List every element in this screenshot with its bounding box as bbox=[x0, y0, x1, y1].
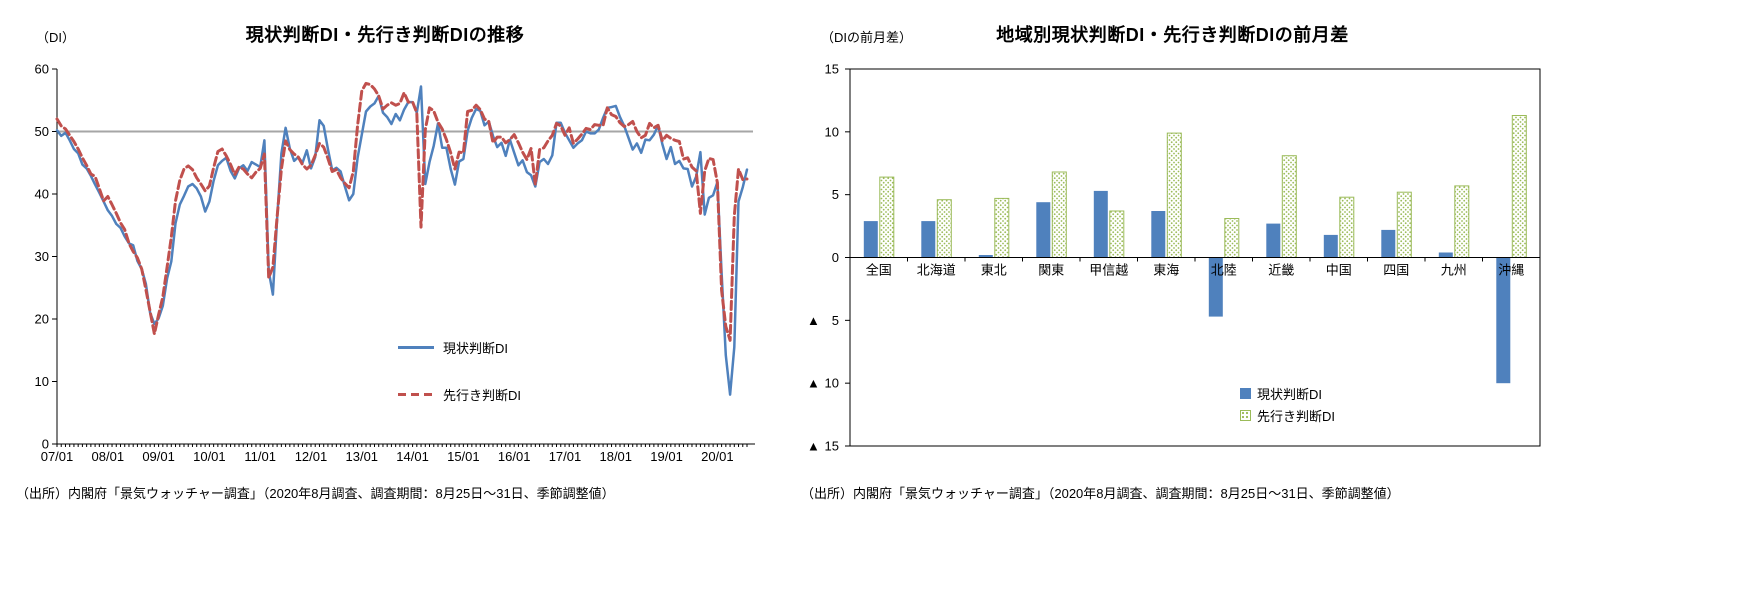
bar-outlook-di bbox=[1166, 132, 1182, 258]
x-tick-label: 12/01 bbox=[295, 449, 328, 464]
current-di-line-swatch bbox=[398, 345, 434, 349]
line-chart-source-note: （出所）内閣府「景気ウォッチャー調査」（2020年8月調査、調査期間：8月25日… bbox=[16, 486, 615, 501]
x-tick-label: 09/01 bbox=[142, 449, 175, 464]
current-di-line bbox=[55, 85, 749, 396]
line-chart-legend: 現状判断DI 先行き判断DI bbox=[398, 337, 521, 431]
legend-item-outlook-di: 先行き判断DI bbox=[1240, 406, 1335, 425]
y-tick-label: 5 bbox=[832, 313, 839, 328]
bar-chart-panel: （DIの前月差） 地域別現状判断DI・先行き判断DIの前月差 15 10 5 0 5 ▲ 1… bbox=[795, 15, 1550, 590]
legend-label-current-di: 現状判断DI bbox=[1257, 387, 1323, 402]
bar-outlook-di bbox=[879, 176, 895, 259]
bar-outlook-di bbox=[1511, 115, 1527, 258]
category-label: 九州 bbox=[1441, 263, 1467, 278]
y-tick-label: 10 bbox=[825, 376, 839, 391]
bar-outlook-di bbox=[994, 197, 1010, 258]
category-label: 北陸 bbox=[1211, 263, 1237, 278]
bar-current-di bbox=[921, 221, 936, 258]
bar-current-di bbox=[1438, 252, 1453, 258]
y-tick-label: 15 bbox=[825, 62, 839, 77]
category-label: 中国 bbox=[1326, 263, 1352, 278]
x-tick-label: 15/01 bbox=[447, 449, 480, 464]
bar-current-di bbox=[1496, 257, 1511, 384]
x-tick-label: 08/01 bbox=[92, 449, 125, 464]
line-chart-plot: 0 10 20 30 40 50 60 07/01 08/01 09/01 10/01 11/01 12… bbox=[35, 62, 755, 464]
line-chart-unit-label: （DI） bbox=[36, 30, 76, 45]
bar-current-di bbox=[1266, 223, 1281, 258]
category-label: 東海 bbox=[1153, 263, 1179, 278]
y-tick-label: 30 bbox=[35, 249, 49, 264]
legend-item-outlook-di: 先行き判断DI bbox=[398, 384, 521, 404]
outlook-di-bar-swatch bbox=[1240, 410, 1251, 421]
x-tick-label: 10/01 bbox=[193, 449, 226, 464]
bar-current-di bbox=[1151, 211, 1166, 258]
y-tick-label: 0 bbox=[832, 250, 839, 265]
legend-label-current-di: 現状判断DI bbox=[443, 340, 509, 356]
x-tick-label: 07/01 bbox=[41, 449, 74, 464]
y-tick-label: 10 bbox=[35, 374, 49, 389]
bar-outlook-di bbox=[936, 199, 952, 258]
bar-chart-legend: 現状判断DI 先行き判断DI bbox=[1240, 384, 1335, 428]
y-tick-label: 40 bbox=[35, 187, 49, 202]
y-tick-label: 5 bbox=[832, 187, 839, 202]
bar-chart-plot: 15 10 5 0 5 ▲ 10 ▲ 15 ▲ 全国 北海道 東北 関東 甲信越 東海 北陸 近畿 中国 四国 九州 沖縄 bbox=[807, 62, 1541, 454]
category-label: 東北 bbox=[981, 263, 1007, 278]
bar-current-di bbox=[1036, 202, 1051, 258]
negative-marker: ▲ bbox=[807, 439, 820, 454]
current-di-bar-swatch bbox=[1240, 388, 1251, 399]
bar-outlook-di bbox=[1454, 185, 1470, 258]
x-tick-label: 17/01 bbox=[549, 449, 582, 464]
y-tick-label: 50 bbox=[35, 124, 49, 139]
negative-marker: ▲ bbox=[807, 313, 820, 328]
x-tick-label: 20/01 bbox=[701, 449, 734, 464]
y-tick-label: 0 bbox=[42, 437, 49, 452]
bar-current-di bbox=[1381, 229, 1396, 258]
bar-current-di bbox=[863, 221, 878, 258]
y-tick-label: 60 bbox=[35, 62, 49, 77]
legend-item-current-di: 現状判断DI bbox=[1240, 384, 1335, 403]
y-tick-label: 15 bbox=[825, 439, 839, 454]
category-label: 関東 bbox=[1038, 263, 1064, 278]
bar-chart-source-note: （出所）内閣府「景気ウォッチャー調査」（2020年8月調査、調査期間：8月25日… bbox=[801, 486, 1400, 501]
bar-outlook-di bbox=[1281, 155, 1297, 258]
category-label: 北海道 bbox=[917, 263, 956, 278]
bar-outlook-di bbox=[1051, 171, 1067, 258]
bar-current-di bbox=[1323, 234, 1338, 258]
category-label: 全国 bbox=[866, 263, 892, 278]
category-label: 四国 bbox=[1383, 263, 1409, 278]
category-label: 甲信越 bbox=[1089, 263, 1128, 278]
bar-current-di bbox=[1208, 257, 1223, 317]
x-tick-label: 11/01 bbox=[244, 449, 276, 464]
bar-outlook-di bbox=[1224, 218, 1240, 258]
category-label: 近畿 bbox=[1268, 263, 1294, 278]
x-tick-label: 14/01 bbox=[396, 449, 429, 464]
y-tick-label: 10 bbox=[825, 124, 839, 139]
x-tick-label: 18/01 bbox=[599, 449, 632, 464]
outlook-di-line-swatch bbox=[398, 392, 434, 396]
bar-current-di bbox=[978, 255, 993, 258]
bar-current-di bbox=[1093, 190, 1108, 258]
category-label: 沖縄 bbox=[1498, 263, 1524, 278]
bar-outlook-di bbox=[1396, 191, 1412, 258]
legend-item-current-di: 現状判断DI bbox=[398, 337, 521, 357]
bar-chart-title: 地域別現状判断DI・先行き判断DIの前月差 bbox=[996, 25, 1349, 45]
bar-outlook-di bbox=[1109, 210, 1125, 258]
outlook-di-line bbox=[55, 81, 749, 342]
line-chart-title: 現状判断DI・先行き判断DIの推移 bbox=[245, 25, 525, 45]
bar-chart-unit-label: （DIの前月差） bbox=[821, 30, 913, 45]
bar-outlook-di bbox=[1339, 196, 1355, 258]
x-tick-label: 16/01 bbox=[498, 449, 531, 464]
line-chart-panel: （DI） 現状判断DI・先行き判断DIの推移 0 10 20 30 40 50 60 07/0… bbox=[10, 15, 760, 590]
x-tick-label: 13/01 bbox=[346, 449, 379, 464]
legend-label-outlook-di: 先行き判断DI bbox=[443, 387, 522, 403]
x-tick-label: 19/01 bbox=[650, 449, 683, 464]
y-tick-label: 20 bbox=[35, 312, 49, 327]
legend-label-outlook-di: 先行き判断DI bbox=[1257, 409, 1336, 424]
negative-marker: ▲ bbox=[807, 376, 820, 391]
